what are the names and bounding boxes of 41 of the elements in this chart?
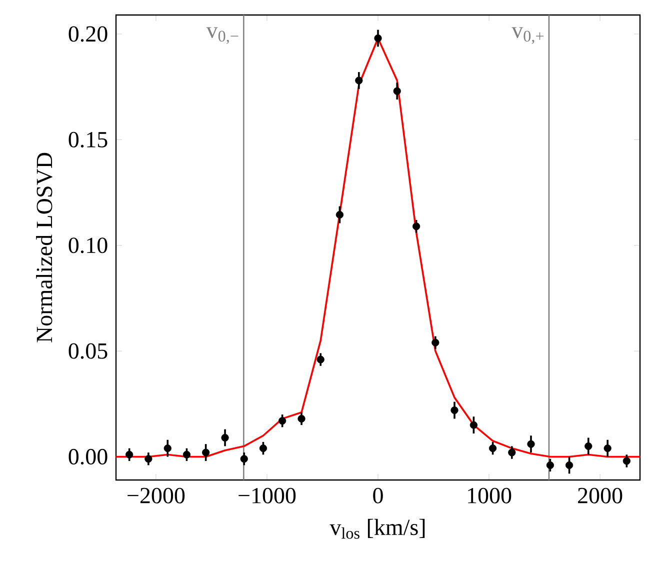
point [546,461,554,469]
point [144,455,152,463]
x-axis-title: v$_{los}$ [km/s] [330,518,425,539]
point [221,434,229,442]
point [259,444,268,452]
x-tick-label: −2000 [128,488,185,504]
y-axis-title: Normalized LOSVD [36,152,52,342]
point [565,461,574,469]
point [202,448,210,456]
x-tick-label: −1000 [238,488,296,504]
point [584,442,592,450]
point [622,457,630,465]
point [164,444,172,452]
x-tick-label: 0 [373,488,383,504]
point [126,450,134,458]
point [412,222,420,230]
x-tick-label: 1000 [468,488,512,504]
point [508,448,516,456]
ref-line-label: v$_{0,−}$ [206,27,238,44]
point [374,34,382,42]
point [355,76,363,84]
y-tick-label: 0.00 [68,448,108,465]
point [240,455,248,463]
y-tick-label: 0.20 [68,26,108,42]
point [393,87,401,95]
point [278,417,286,425]
point [488,444,497,452]
y-tick-label: 0.10 [68,238,108,254]
point [182,450,191,458]
ref-line-label: v$_{0,+}$ [512,27,544,44]
point [604,444,612,452]
point [470,421,478,429]
point [336,210,344,219]
point [527,440,535,448]
point [432,338,440,346]
x-tick-label: 2000 [578,488,622,504]
point [316,356,324,364]
point [298,414,306,423]
point [450,406,458,414]
y-tick-label: 0.05 [68,343,108,359]
y-tick-label: 0.15 [68,132,108,148]
